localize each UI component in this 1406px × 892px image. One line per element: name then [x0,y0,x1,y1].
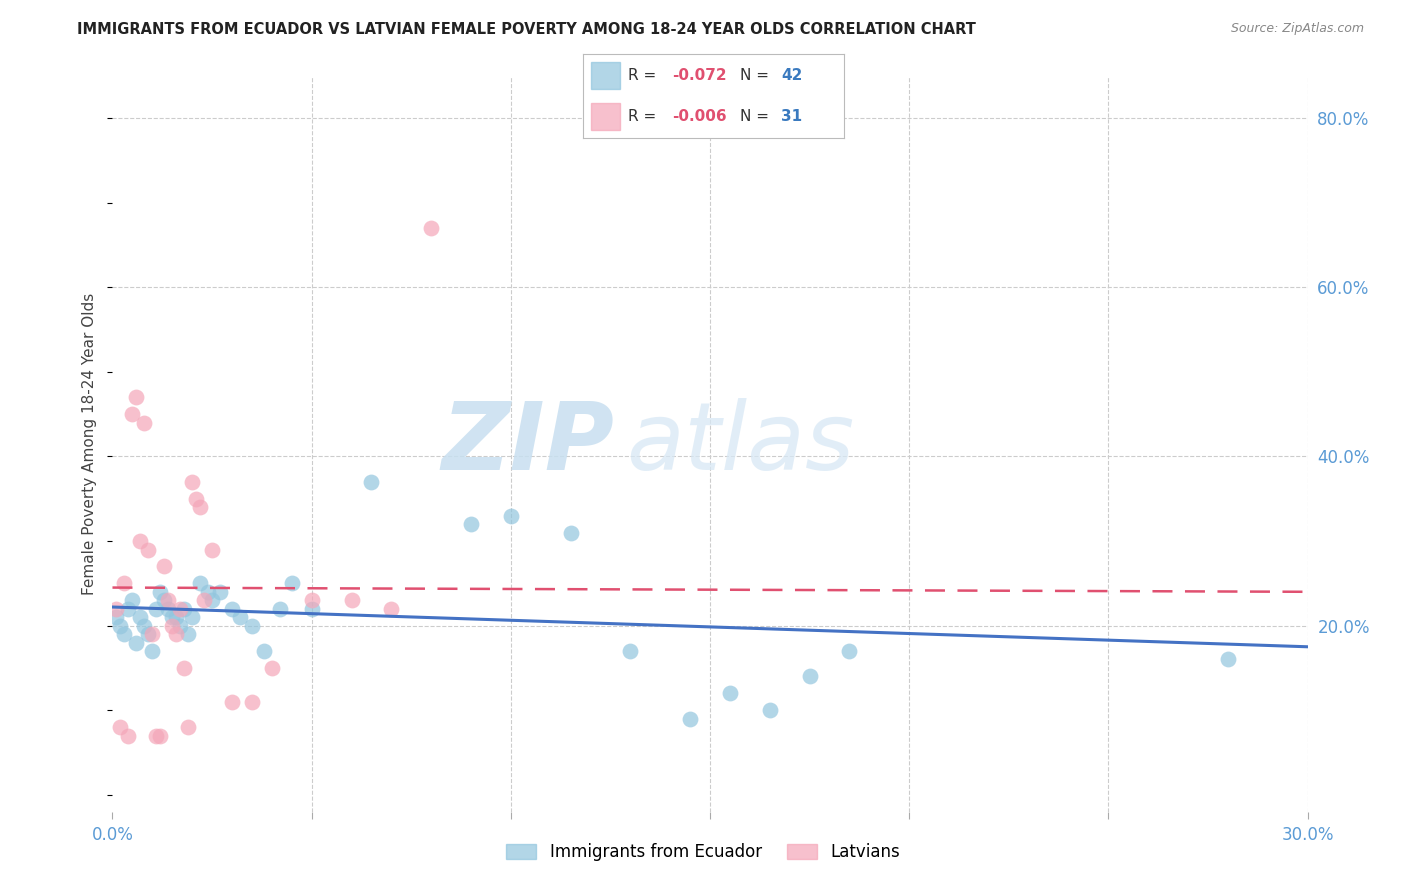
Point [134,416,156,430]
Point [679,712,702,726]
Point [134,618,156,632]
Point [149,729,172,743]
Point [1216,652,1239,666]
Point [157,593,180,607]
Point [186,491,208,506]
Point [229,610,252,624]
Text: N =: N = [740,68,773,83]
Point [260,661,283,675]
Point [173,601,195,615]
Point [838,644,860,658]
Point [129,610,152,624]
Point [240,618,263,632]
Point [188,576,211,591]
Point [162,618,183,632]
Point [169,601,191,615]
Text: R =: R = [627,109,661,124]
Bar [592,103,620,130]
Point [188,500,211,515]
Point [253,644,276,658]
Text: R =: R = [627,68,661,83]
Point [281,576,304,591]
Point [269,601,291,615]
Point [301,601,323,615]
Point [105,610,128,624]
Point [105,601,128,615]
Text: IMMIGRANTS FROM ECUADOR VS LATVIAN FEMALE POVERTY AMONG 18-24 YEAR OLDS CORRELAT: IMMIGRANTS FROM ECUADOR VS LATVIAN FEMAL… [77,22,976,37]
Point [560,525,582,540]
Point [153,559,176,574]
Point [138,627,160,641]
Point [460,517,482,532]
Point [162,610,183,624]
Text: -0.006: -0.006 [672,109,727,124]
Point [209,584,232,599]
Point [153,593,176,607]
Point [177,627,200,641]
Point [121,593,143,607]
Point [121,407,143,421]
Point [718,686,741,700]
Point [499,508,522,523]
Point [619,644,641,658]
Point [145,601,167,615]
Point [125,390,148,404]
Point [141,627,163,641]
Point [177,720,200,734]
Point [181,475,204,489]
Point [125,635,148,649]
Point [181,610,204,624]
Text: Source: ZipAtlas.com: Source: ZipAtlas.com [1230,22,1364,36]
Point [169,618,191,632]
Text: atlas: atlas [627,398,855,490]
Point [117,729,139,743]
Point [340,593,363,607]
Text: 31: 31 [782,109,803,124]
Point [221,601,243,615]
Point [149,584,172,599]
Point [114,627,135,641]
Point [129,534,152,549]
Text: -0.072: -0.072 [672,68,727,83]
Point [138,542,160,557]
Point [197,584,219,599]
Legend: Immigrants from Ecuador, Latvians: Immigrants from Ecuador, Latvians [499,837,907,868]
Point [165,610,187,624]
Y-axis label: Female Poverty Among 18-24 Year Olds: Female Poverty Among 18-24 Year Olds [82,293,97,595]
Point [759,703,782,717]
Point [240,695,263,709]
Text: ZIP: ZIP [441,398,614,490]
Point [110,618,132,632]
Point [145,729,167,743]
Point [114,576,135,591]
Point [141,644,163,658]
Point [173,661,195,675]
Point [110,720,132,734]
Point [157,601,180,615]
Point [165,627,187,641]
Point [201,593,224,607]
Point [221,695,243,709]
Point [301,593,323,607]
Point [117,601,139,615]
Point [420,221,443,235]
Bar [592,62,620,89]
Point [380,601,402,615]
Point [201,542,224,557]
Point [360,475,382,489]
Text: 42: 42 [782,68,803,83]
Point [193,593,215,607]
Point [799,669,821,683]
Text: N =: N = [740,109,773,124]
